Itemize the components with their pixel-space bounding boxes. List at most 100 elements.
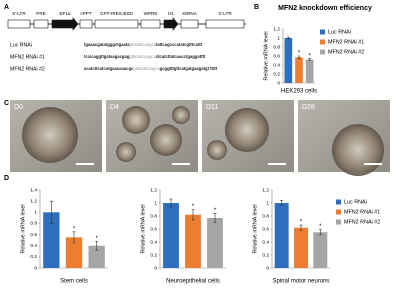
y-tick-label: 1.2 bbox=[150, 187, 157, 193]
sequence-part: acatcttcatcatgaacaaacgc bbox=[84, 66, 134, 71]
y-tick-label: 0.2 bbox=[150, 252, 157, 258]
sequence: acatcttcatcatgaacaaacgcgttatattcaagcagcg… bbox=[84, 66, 218, 71]
element-label: GFP-IRES-BSD bbox=[100, 11, 133, 16]
element-label: EF1α bbox=[59, 11, 70, 16]
sequence-part: tccicaggttgataagacgag bbox=[84, 54, 130, 59]
cell-cluster bbox=[150, 124, 182, 156]
bar bbox=[274, 203, 289, 268]
sequence: tccicaggttgataagacgaggttatattcaagcactcat… bbox=[84, 54, 206, 59]
significance-label: * bbox=[73, 226, 76, 232]
panel-letter: D bbox=[4, 175, 9, 182]
y-tick-label: 0.8 bbox=[273, 44, 280, 50]
micrograph: D28 bbox=[298, 100, 390, 176]
vector-element bbox=[33, 19, 49, 29]
legend-swatch bbox=[336, 199, 341, 205]
y-tick-label: 1 bbox=[154, 200, 157, 206]
element-label: PRE bbox=[36, 11, 45, 16]
promoter-arrow bbox=[163, 17, 179, 31]
y-tick-label: 0.6 bbox=[262, 226, 269, 232]
y-tick-label: 0.4 bbox=[30, 243, 37, 249]
bar bbox=[207, 217, 223, 268]
error-bar bbox=[297, 55, 301, 59]
vector-element bbox=[7, 19, 31, 29]
sequence-part: ctcatcttatcaacctgaggatttt bbox=[156, 54, 206, 59]
cell-cluster bbox=[225, 108, 269, 152]
y-tick-label: 0 bbox=[266, 265, 269, 271]
legend-label: MFN2 RNAi #1 bbox=[344, 209, 380, 215]
significance-label: * bbox=[300, 220, 303, 226]
image-label: D11 bbox=[206, 104, 218, 111]
bar bbox=[284, 38, 293, 83]
x-axis-label: Spinal motor neurons bbox=[272, 279, 329, 285]
legend-label: MFN2 RNAi #1 bbox=[328, 39, 364, 45]
bar bbox=[88, 245, 105, 268]
bar bbox=[163, 203, 179, 268]
cell-cluster bbox=[332, 124, 384, 176]
legend-swatch bbox=[320, 29, 325, 35]
construct-label: MFN2 RNAi #2 bbox=[10, 66, 45, 72]
bar bbox=[294, 227, 308, 268]
x-axis-label: Neuroepithelial cells bbox=[166, 279, 220, 285]
element-label: WPRE bbox=[144, 11, 158, 16]
legend-label: Luc RNAi bbox=[328, 29, 351, 35]
construct-label: Luc RNAi bbox=[10, 42, 32, 48]
error-bar bbox=[280, 200, 284, 206]
panel-letter: C bbox=[4, 100, 9, 107]
legend-swatch bbox=[336, 219, 341, 225]
element-label: cPPT bbox=[80, 11, 91, 16]
element-label: 5'-LTR bbox=[12, 11, 26, 16]
y-tick-label: 1.4 bbox=[30, 187, 37, 193]
legend-label: MFN2 RNAi #2 bbox=[344, 219, 380, 225]
bar bbox=[43, 212, 60, 268]
sequence-part: gcggtttgttcatgatgaagatgt ttttt bbox=[160, 66, 218, 71]
legend-swatch bbox=[336, 209, 341, 215]
vector-element bbox=[79, 19, 93, 29]
y-tick-label: 0.6 bbox=[273, 53, 280, 59]
image-label: D28 bbox=[302, 104, 315, 111]
y-axis-label: Relative mRNA level bbox=[252, 204, 258, 253]
cell-cluster bbox=[172, 106, 190, 124]
y-tick-label: 0 bbox=[34, 265, 37, 271]
cell-cluster bbox=[207, 140, 227, 160]
sequence: tgaaacgatatgggctgaatagttatattcaagcatattc… bbox=[84, 42, 203, 47]
image-label: D4 bbox=[110, 104, 119, 111]
panel-letter: B bbox=[254, 4, 259, 11]
micrograph: D4 bbox=[106, 100, 198, 172]
y-tick-label: 0.6 bbox=[30, 232, 37, 238]
element-label: shRNA bbox=[182, 11, 197, 16]
error-bar bbox=[191, 209, 195, 221]
y-tick-label: 0 bbox=[277, 80, 280, 86]
sequence-part: gttatattcaagca bbox=[133, 66, 160, 71]
error-bar bbox=[299, 224, 303, 231]
cell-cluster bbox=[116, 142, 136, 162]
error-bar bbox=[95, 240, 99, 251]
element-label: H1 bbox=[168, 11, 174, 16]
vector-element bbox=[94, 19, 139, 29]
y-tick-label: 1.2 bbox=[262, 187, 269, 193]
significance-label: * bbox=[192, 204, 195, 210]
element-label: 3'-LTR bbox=[218, 11, 232, 16]
y-tick-label: 1 bbox=[34, 210, 37, 216]
error-bar bbox=[308, 58, 312, 61]
y-tick-label: 1.2 bbox=[273, 26, 280, 32]
bar bbox=[313, 232, 328, 268]
y-tick-label: 1.2 bbox=[30, 198, 37, 204]
significance-label: * bbox=[95, 236, 98, 242]
y-tick-label: 0.8 bbox=[30, 221, 37, 227]
y-tick-label: 0 bbox=[154, 265, 157, 271]
bar bbox=[185, 214, 201, 268]
image-label: D0 bbox=[14, 104, 23, 111]
legend-swatch bbox=[320, 39, 325, 45]
significance-label: * bbox=[298, 51, 301, 57]
bar bbox=[295, 57, 303, 83]
error-bar bbox=[49, 200, 53, 224]
vector-element bbox=[180, 19, 199, 29]
sequence-part: tgaaacgatatgggctgaata bbox=[84, 42, 130, 47]
sequence-part: gttatattcaagca bbox=[130, 42, 157, 47]
error-bar bbox=[318, 229, 322, 236]
construct-label: MFN2 RNAi #1 bbox=[10, 54, 45, 60]
y-axis-label: Relative mRNA level bbox=[263, 31, 269, 80]
y-tick-label: 0.2 bbox=[30, 254, 37, 260]
y-tick-label: 0.6 bbox=[150, 226, 157, 232]
